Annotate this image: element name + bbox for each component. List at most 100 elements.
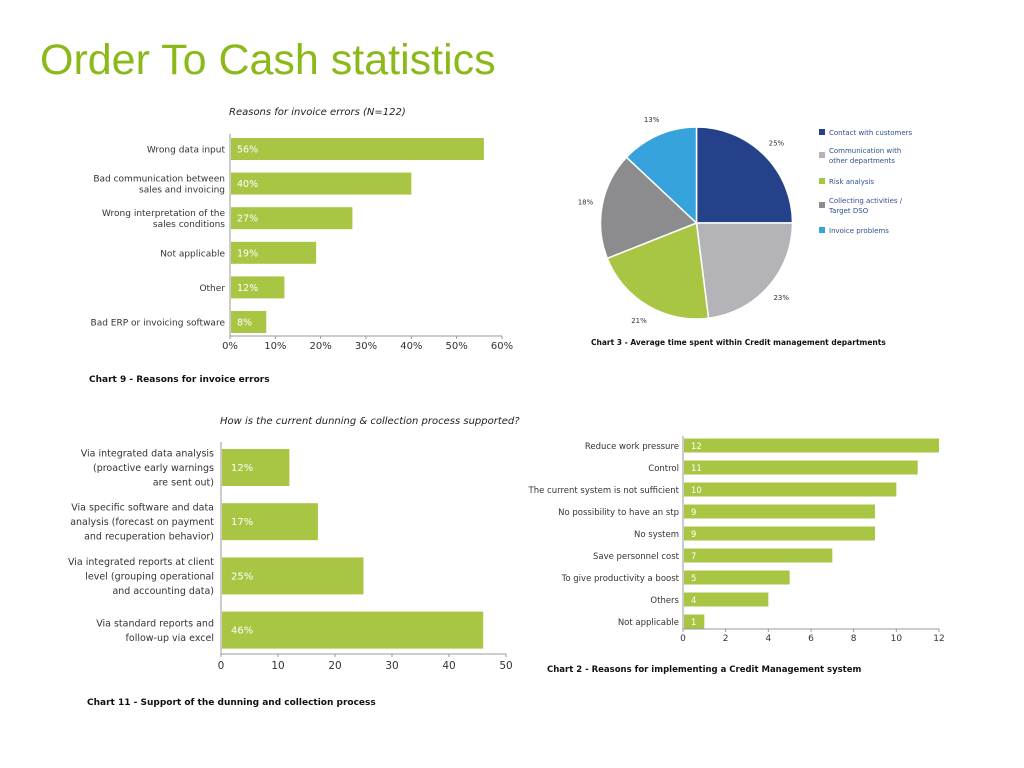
category-label: Control [648,464,679,474]
legend-label: Risk analysis [829,178,874,186]
bar [684,460,918,475]
category-label: Bad ERP or invoicing software [91,319,226,329]
bar-value-label: 1 [691,618,696,628]
category-label: Via specific software and data [71,503,214,514]
bar [684,592,769,607]
legend-label: Target DSO [828,207,869,215]
category-label: level (grouping operational [85,571,214,582]
category-label: Other [199,284,225,294]
category-label: No system [634,530,679,540]
category-label: and recuperation behavior) [84,532,214,543]
x-tick-label: 50% [446,341,468,352]
category-label: Reduce work pressure [585,442,679,452]
x-tick-label: 30% [355,341,377,352]
bar [684,504,875,519]
pie-value-label: 21% [631,317,647,325]
category-label: To give productivity a boost [561,574,680,584]
x-tick-label: 10% [264,341,286,352]
category-label: Wrong data input [147,146,226,156]
pie-slice [695,222,794,320]
bar [231,207,353,230]
chart11-caption: Chart 11 - Support of the dunning and co… [87,698,376,708]
category-label: Others [650,596,679,606]
pie-slice [625,126,698,225]
bar-value-label: 12% [237,283,258,294]
bar-value-label: 10 [691,486,702,496]
bar [222,611,484,649]
category-label: Via standard reports and [96,618,214,629]
category-label: analysis (forecast on payment [70,517,214,528]
x-tick-label: 40 [442,660,455,672]
category-label: Not applicable [618,618,679,628]
pie-slice [606,221,710,320]
bar-value-label: 46% [231,626,253,637]
bar-value-label: 12% [231,463,253,474]
x-tick-label: 12 [933,634,944,644]
bar-value-label: 17% [231,517,253,528]
pie-slice [599,156,698,260]
x-tick-label: 10 [891,634,903,644]
pie-value-label: 13% [644,116,660,124]
bar [684,614,705,629]
bar-value-label: 8% [237,318,252,329]
bar [222,449,290,486]
x-tick-label: 0% [222,341,238,352]
category-label: Bad communication between [93,175,225,185]
bar-value-label: 25% [231,571,253,582]
bar-value-label: 11 [691,464,702,474]
bar [231,276,285,299]
bar [231,311,267,333]
category-label: and accounting data) [112,586,214,597]
bar-value-label: 5 [691,574,696,584]
chart11-title: How is the current dunning & collection … [220,416,520,427]
chart11-plot: 0 10 20 30 40 50 12% Via integrated data analys… [68,442,513,672]
x-tick-label: 30 [385,660,398,672]
page-title: Order To Cash statistics [40,36,496,84]
legend-swatch [819,178,825,184]
x-tick-label: 40% [400,341,422,352]
legend-swatch [819,202,825,208]
chart9-caption: Chart 9 - Reasons for invoice errors [89,375,270,385]
chart3-caption: Chart 3 - Average time spent within Cred… [591,338,886,347]
bar-value-label: 12 [691,442,702,452]
bar-value-label: 56% [237,145,258,156]
bar-value-label: 7 [691,552,696,562]
x-tick-label: 20% [310,341,332,352]
category-label: (proactive early warnings [93,463,214,474]
bar [684,570,790,585]
category-label: sales and invoicing [139,186,225,196]
x-tick-label: 8 [851,634,857,644]
category-label: are sent out) [153,478,214,489]
category-label: Via integrated reports at client [68,557,214,568]
chart3-plot: 25% 23% 21% 18% 13% Contact with customers Com… [578,116,913,325]
x-tick-label: 10 [271,660,284,672]
bar [684,548,833,563]
x-tick-label: 6 [808,634,814,644]
chart2-caption: Chart 2 - Reasons for implementing a Cre… [547,665,862,675]
bar-value-label: 40% [237,179,258,190]
bar-value-label: 4 [691,596,696,606]
bar [684,482,897,497]
legend-swatch [819,152,825,158]
pie-slice [695,126,794,224]
bar [231,241,317,264]
bar [222,503,318,541]
legend-label: Communication with [829,147,901,155]
legend-label: Contact with customers [829,129,912,137]
category-label: Not applicable [160,249,225,259]
legend-label: other departments [829,157,895,165]
chart9-plot: 0% 10% 20% 30% 40% 50% 60% 56% Wrong data input 4… [91,134,513,352]
pie-value-label: 25% [769,140,785,148]
x-tick-label: 0 [218,660,225,672]
x-tick-label: 0 [680,634,686,644]
x-tick-label: 20 [328,660,341,672]
legend-label: Collecting activities / [829,197,903,205]
legend-swatch [819,129,825,135]
bar [222,557,364,595]
chart9-title: Reasons for invoice errors (N=122) [229,107,406,118]
category-label: sales conditions [153,220,225,230]
legend-label: Invoice problems [829,227,889,235]
bar [684,526,875,541]
legend-swatch [819,227,825,233]
